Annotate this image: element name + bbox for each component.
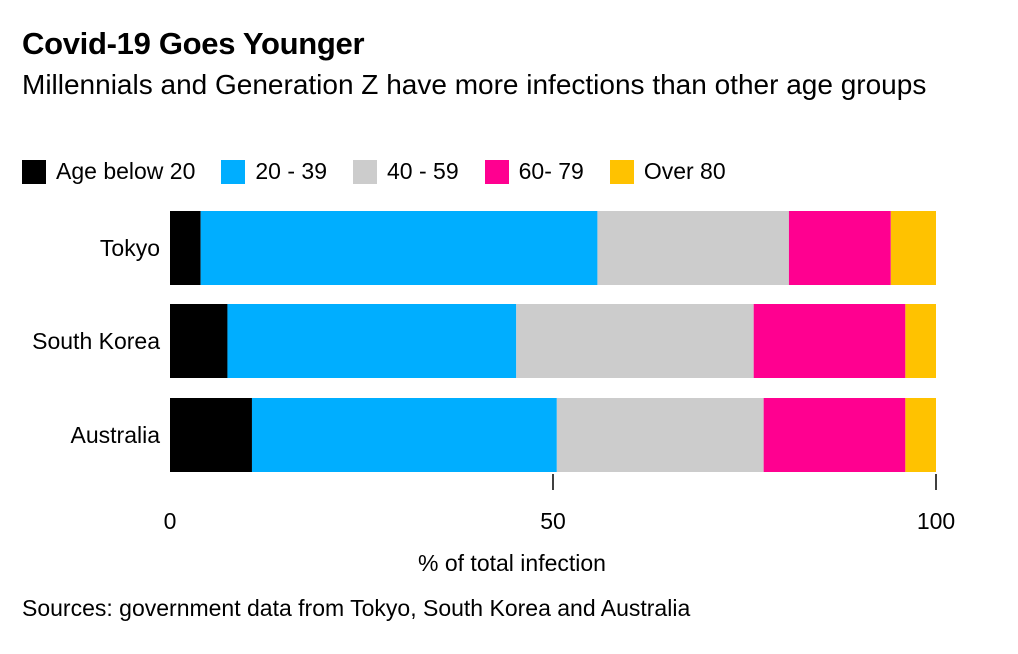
bar-segment <box>170 304 228 378</box>
legend: Age below 20 20 - 39 40 - 59 60- 79 Over… <box>22 158 752 185</box>
bar-segment <box>516 304 754 378</box>
bar-segment <box>890 211 936 285</box>
legend-label: 20 - 39 <box>255 158 327 184</box>
legend-item-below-20: Age below 20 <box>22 158 195 185</box>
legend-label: Over 80 <box>643 158 726 184</box>
legend-swatch <box>353 159 377 184</box>
legend-label: 40 - 59 <box>387 158 459 184</box>
bar-segment <box>763 398 906 472</box>
x-tick-label: 100 <box>917 508 955 534</box>
chart-title: Covid-19 Goes Younger <box>22 26 365 61</box>
bar-segment <box>597 211 789 285</box>
bar-segment <box>170 398 252 472</box>
legend-item-40-59: 40 - 59 <box>353 158 459 185</box>
category-label: South Korea <box>32 328 160 354</box>
bar-segment <box>556 398 764 472</box>
legend-label: Age below 20 <box>56 158 196 184</box>
bar-segment <box>788 211 891 285</box>
bar-segment <box>170 211 201 285</box>
legend-item-over-80: Over 80 <box>609 158 726 185</box>
legend-swatch <box>221 159 246 184</box>
legend-swatch <box>484 159 509 184</box>
chart-subtitle: Millennials and Generation Z have more i… <box>22 69 927 100</box>
bar-segment <box>227 304 517 378</box>
bar-segment <box>905 304 936 378</box>
category-label: Tokyo <box>100 235 160 261</box>
x-axis-title: % of total infection <box>418 550 606 576</box>
legend-item-60-79: 60- 79 <box>484 158 584 185</box>
bar-segment <box>251 398 557 472</box>
bar-segment <box>200 211 598 285</box>
bar-segment <box>905 398 936 472</box>
legend-swatch <box>609 159 634 184</box>
legend-label: 60- 79 <box>518 158 584 184</box>
x-tick-label: 0 <box>164 508 177 534</box>
bar-segment <box>753 304 906 378</box>
legend-swatch <box>22 159 46 184</box>
source-note: Sources: government data from Tokyo, Sou… <box>22 595 691 621</box>
category-label: Australia <box>71 422 161 448</box>
legend-item-20-39: 20 - 39 <box>221 158 327 185</box>
x-tick-label: 50 <box>540 508 566 534</box>
